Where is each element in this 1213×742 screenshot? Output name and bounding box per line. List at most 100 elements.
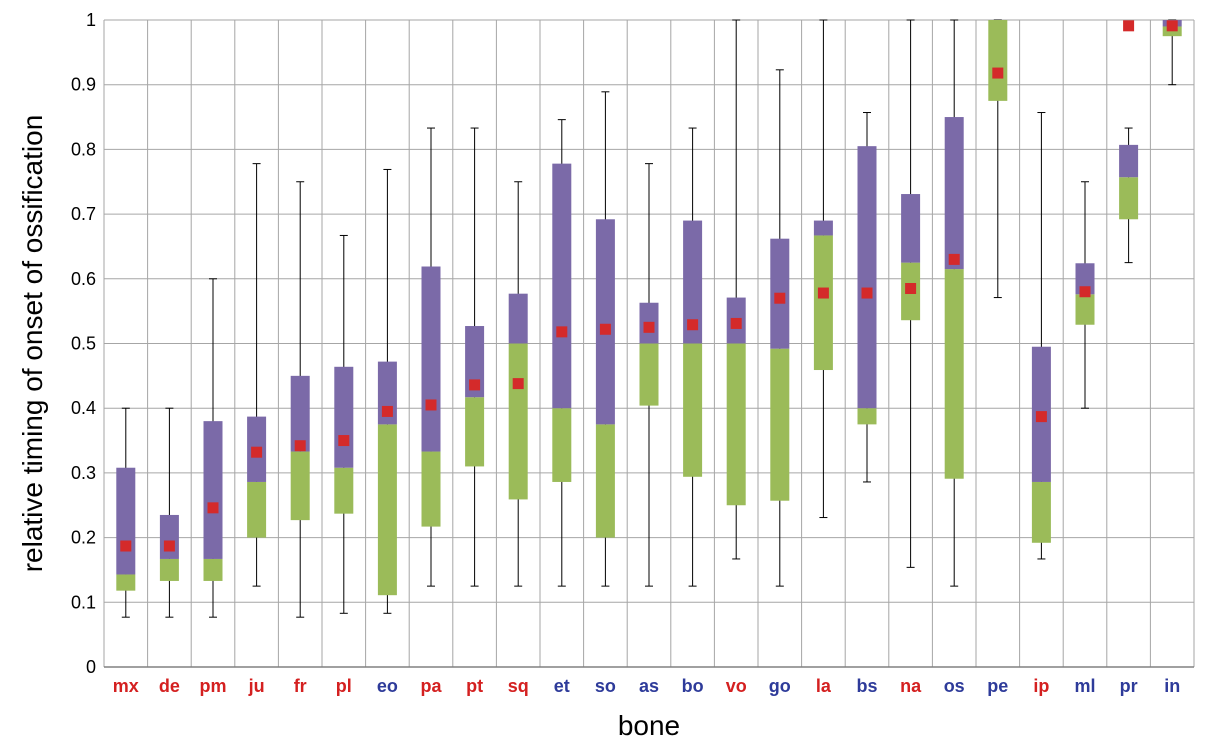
y-tick-label: 0.2 [71, 528, 96, 548]
box-lower-pa [421, 451, 441, 527]
box-upper-bs [857, 146, 877, 409]
mean-marker-so [599, 323, 611, 335]
x-tick-label-os: os [944, 676, 965, 696]
box-upper-pm [203, 421, 223, 559]
y-axis-ticks: 0 0.1 0.2 0.3 0.4 0.5 0.6 0.7 0.8 0.9 1 [71, 10, 96, 677]
mean-marker-as [643, 321, 655, 333]
x-tick-label-ml: ml [1074, 676, 1095, 696]
x-tick-label-pa: pa [420, 676, 442, 696]
y-tick-label: 0.8 [71, 139, 96, 159]
box-lower-fr [290, 451, 310, 521]
x-tick-label-ju: ju [248, 676, 265, 696]
y-tick-label: 0.4 [71, 398, 96, 418]
y-tick-label: 0.5 [71, 334, 96, 354]
box-lower-bo [683, 343, 703, 477]
mean-marker-ip [1035, 411, 1047, 423]
y-tick-label: 0.9 [71, 75, 96, 95]
mean-marker-go [774, 292, 786, 304]
box-upper-mx [116, 467, 136, 575]
x-tick-label-ip: ip [1033, 676, 1049, 696]
box-lower-pr [1119, 177, 1139, 220]
mean-marker-ml [1079, 286, 1091, 298]
box-upper-pr [1119, 144, 1139, 178]
box-lower-os [944, 269, 964, 479]
x-tick-label-na: na [900, 676, 922, 696]
box-lower-la [813, 235, 833, 371]
mean-marker-pt [469, 379, 481, 391]
mean-marker-de [163, 540, 175, 552]
x-tick-label-bo: bo [682, 676, 704, 696]
box-lower-pe [988, 20, 1008, 101]
mean-marker-pl [338, 435, 350, 447]
mean-marker-pa [425, 399, 437, 411]
y-tick-label: 0.1 [71, 592, 96, 612]
mean-marker-na [905, 283, 917, 295]
y-axis-title: relative timing of onset of ossification [17, 115, 48, 573]
box-upper-de [159, 514, 179, 559]
box-upper-et [552, 163, 572, 409]
mean-marker-in [1166, 20, 1178, 32]
x-tick-label-de: de [159, 676, 180, 696]
box-upper-sq [508, 293, 528, 344]
x-tick-label-in: in [1164, 676, 1180, 696]
mean-marker-la [817, 287, 829, 299]
x-axis-ticks: mx de pm ju fr pl eo pa pt sq et so as bo vo go la bs na os… [113, 676, 1180, 696]
x-tick-label-pe: pe [987, 676, 1008, 696]
mean-marker-os [948, 253, 960, 265]
box-lower-pt [465, 397, 485, 467]
x-axis-title: bone [618, 710, 680, 741]
x-tick-label-pl: pl [336, 676, 352, 696]
box-lower-ip [1031, 481, 1051, 543]
mean-marker-bs [861, 287, 873, 299]
x-tick-label-mx: mx [113, 676, 139, 696]
box-lower-pm [203, 558, 223, 581]
box-lower-sq [508, 343, 528, 500]
mean-marker-vo [730, 317, 742, 329]
box-lower-so [595, 424, 615, 538]
box-lower-pl [334, 467, 354, 514]
box-lower-as [639, 343, 659, 406]
box-lower-mx [116, 574, 136, 591]
x-tick-label-fr: fr [294, 676, 307, 696]
mean-marker-ju [251, 446, 263, 458]
box-lower-bs [857, 408, 877, 425]
x-tick-label-pm: pm [200, 676, 227, 696]
x-tick-label-bs: bs [856, 676, 877, 696]
x-tick-label-vo: vo [726, 676, 747, 696]
box-series [116, 19, 1182, 618]
y-tick-label: 0.3 [71, 463, 96, 483]
mean-marker-pe [992, 67, 1004, 79]
x-tick-label-la: la [816, 676, 832, 696]
mean-marker-et [556, 326, 568, 338]
y-tick-label: 0.7 [71, 204, 96, 224]
x-tick-label-sq: sq [508, 676, 529, 696]
mean-marker-eo [381, 405, 393, 417]
box-lower-et [552, 408, 572, 482]
mean-marker-pr [1123, 20, 1135, 32]
mean-marker-bo [687, 319, 699, 331]
mean-marker-sq [512, 378, 524, 390]
box-lower-vo [726, 343, 746, 506]
x-tick-label-et: et [554, 676, 570, 696]
box-upper-fr [290, 375, 310, 452]
mean-marker-fr [294, 440, 306, 452]
mean-marker-pm [207, 502, 219, 514]
box-upper-bo [683, 220, 703, 344]
box-upper-la [813, 220, 833, 236]
x-tick-label-pt: pt [466, 676, 483, 696]
box-upper-na [901, 194, 921, 263]
x-tick-label-so: so [595, 676, 616, 696]
y-tick-label: 1 [86, 10, 96, 30]
x-tick-label-pr: pr [1120, 676, 1138, 696]
y-tick-label: 0.6 [71, 269, 96, 289]
box-lower-ju [247, 481, 267, 538]
x-tick-label-as: as [639, 676, 659, 696]
box-upper-pa [421, 266, 441, 452]
x-tick-label-eo: eo [377, 676, 398, 696]
x-tick-label-go: go [769, 676, 791, 696]
box-lower-de [159, 558, 179, 581]
box-lower-go [770, 348, 790, 501]
mean-marker-mx [120, 540, 132, 552]
y-tick-label: 0 [86, 657, 96, 677]
